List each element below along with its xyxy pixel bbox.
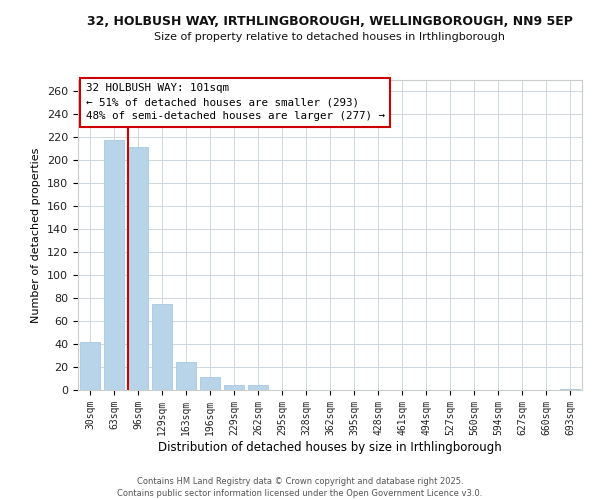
Text: Size of property relative to detached houses in Irthlingborough: Size of property relative to detached ho… — [155, 32, 505, 42]
Bar — [224, 386, 244, 390]
Bar — [152, 304, 172, 390]
X-axis label: Distribution of detached houses by size in Irthlingborough: Distribution of detached houses by size … — [158, 440, 502, 454]
Bar — [200, 378, 220, 390]
Bar — [128, 146, 148, 390]
Bar — [248, 386, 268, 390]
Text: Contains HM Land Registry data © Crown copyright and database right 2025.
Contai: Contains HM Land Registry data © Crown c… — [118, 476, 482, 498]
Text: 32 HOLBUSH WAY: 101sqm
← 51% of detached houses are smaller (293)
48% of semi-de: 32 HOLBUSH WAY: 101sqm ← 51% of detached… — [86, 83, 385, 121]
Bar — [176, 362, 196, 390]
Bar — [560, 389, 580, 390]
Bar — [104, 140, 124, 390]
Y-axis label: Number of detached properties: Number of detached properties — [31, 148, 41, 322]
Text: 32, HOLBUSH WAY, IRTHLINGBOROUGH, WELLINGBOROUGH, NN9 5EP: 32, HOLBUSH WAY, IRTHLINGBOROUGH, WELLIN… — [87, 15, 573, 28]
Bar — [80, 342, 100, 390]
